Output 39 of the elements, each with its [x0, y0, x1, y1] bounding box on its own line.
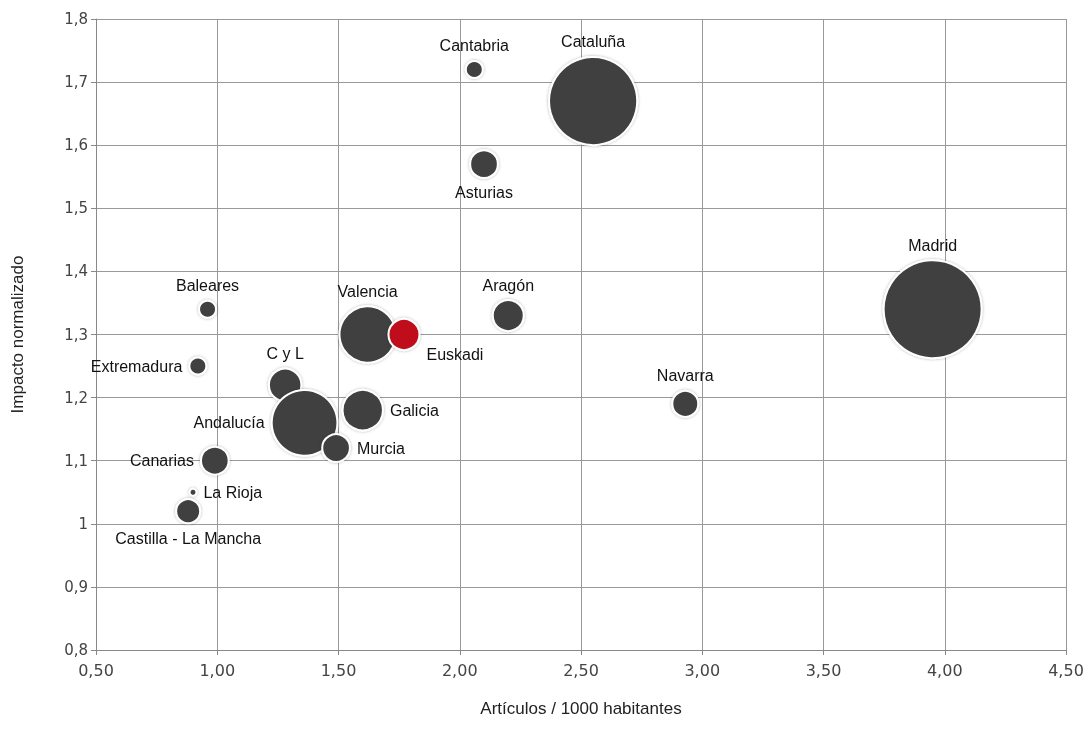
series-label: Cantabria — [439, 37, 510, 55]
series-label: Euskadi — [426, 346, 484, 363]
y-tick-label: 1 — [78, 514, 88, 533]
x-tick-label: 2,50 — [563, 660, 599, 680]
series-label: La Rioja — [203, 483, 263, 501]
series-label: Castilla - La Mancha — [115, 529, 262, 547]
y-tick-label: 1,3 — [64, 325, 88, 344]
y-tick-label: 1,8 — [64, 10, 88, 28]
series-label: Galicia — [389, 401, 439, 419]
y-axis-title: Impacto normalizado — [8, 255, 27, 414]
x-tick-label: 4,00 — [926, 660, 963, 680]
x-tick-label: 3,50 — [805, 660, 842, 680]
x-tick-label: 4,50 — [1048, 660, 1084, 680]
y-tick-label: 1,6 — [64, 136, 88, 155]
y-tick-label: 0,8 — [64, 641, 88, 659]
series-label: Madrid — [908, 236, 958, 254]
series-label: Andalucía — [193, 414, 265, 432]
y-tick-label: 1,5 — [64, 199, 88, 218]
y-tick-label: 1,2 — [64, 388, 88, 407]
series-label: Aragón — [482, 276, 535, 294]
x-axis-title: Artículos / 1000 habitantes — [480, 699, 682, 718]
series-label: Cataluña — [561, 33, 626, 51]
series-label: Valencia — [337, 282, 398, 300]
y-tick-label: 1,4 — [64, 262, 88, 281]
series-label: Asturias — [455, 184, 513, 202]
y-tick-label: 0,9 — [64, 577, 88, 596]
series-label: Navarra — [656, 367, 714, 385]
series-label: Murcia — [356, 439, 406, 457]
x-tick-label: 1,00 — [199, 660, 236, 680]
x-tick-label: 3,00 — [684, 660, 721, 680]
x-tick-label: 1,50 — [320, 660, 357, 680]
series-label: Canarias — [129, 452, 194, 470]
x-tick-label: 2,00 — [441, 660, 478, 680]
series-label: Extremadura — [90, 357, 183, 375]
y-tick-label: 1,1 — [64, 451, 88, 470]
y-tick-label: 1,7 — [64, 73, 88, 92]
x-tick-label: 0,50 — [78, 660, 114, 680]
series-label: C y L — [266, 345, 304, 363]
series-label: Baleares — [175, 277, 240, 295]
